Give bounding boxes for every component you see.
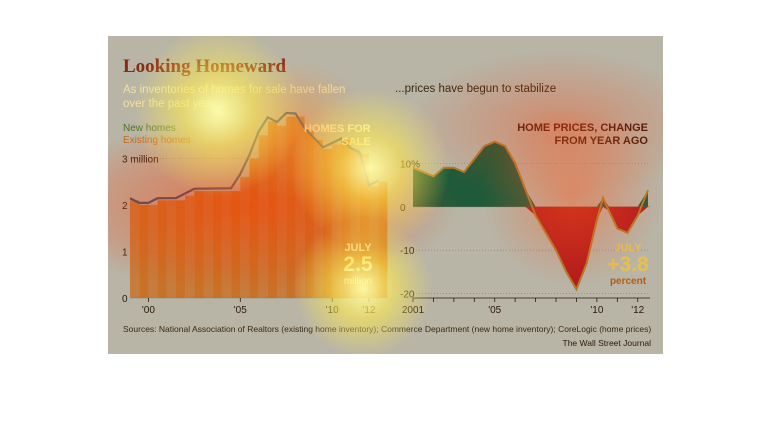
july-price-callout: JULY +3.8 percent (593, 242, 663, 287)
existing-homes-bar (166, 200, 176, 298)
july-right-value: +3.8 (607, 253, 649, 276)
right-y-tick-label: -10 (400, 246, 415, 257)
july-inventory-callout: JULY 2.5 million (328, 242, 388, 287)
existing-homes-bar (267, 121, 278, 298)
credit-line: The Wall Street Journal (562, 338, 652, 348)
existing-homes-bar (148, 204, 158, 298)
existing-homes-bar (212, 191, 222, 298)
homes-label-line-2: SALE (341, 136, 371, 148)
existing-homes-bar (286, 116, 296, 299)
right-x-tick-label: 2001 (402, 305, 425, 316)
existing-homes-bar (231, 191, 241, 298)
existing-homes-bar (175, 200, 186, 298)
homes-for-sale-label: HOMES FOR SALE (304, 123, 371, 149)
existing-homes-bar (185, 195, 195, 298)
existing-homes-bar (249, 158, 259, 298)
left-y-tick-label: 0 (122, 294, 128, 305)
left-x-tick-label: '00 (142, 305, 155, 316)
july-left-value: 2.5 (343, 253, 373, 276)
existing-homes-bar (194, 191, 204, 298)
subtitle-left: As inventories of homes for sale have fa… (123, 84, 346, 110)
existing-homes-bar (139, 204, 149, 298)
existing-homes-bar (304, 130, 314, 298)
existing-homes-bar (277, 125, 287, 298)
price-positive-area (413, 141, 648, 207)
subtitle-right: ...prices have begun to stabilize (395, 83, 557, 95)
existing-homes-bar (240, 177, 250, 298)
july-left-unit: million (343, 276, 373, 287)
existing-homes-bar (203, 191, 213, 298)
right-x-tick-label: '05 (488, 305, 501, 316)
existing-homes-bar (130, 200, 140, 298)
existing-homes-bar (157, 200, 167, 298)
july-right-unit: percent (609, 276, 647, 287)
home-prices-label: HOME PRICES, CHANGE FROM YEAR AGO (498, 122, 648, 148)
left-y-tick-label: 2 (122, 201, 128, 212)
right-x-tick-label: '12 (631, 305, 644, 316)
prices-label-line-1: HOME PRICES, CHANGE (517, 122, 648, 134)
sources-note: Sources: National Association of Realtor… (123, 324, 652, 334)
left-x-tick-label: '12 (362, 305, 375, 316)
legend-new-homes: New homes (123, 123, 176, 134)
chart-title: Looking Homeward (123, 56, 287, 77)
left-x-tick-label: '05 (234, 305, 247, 316)
prices-label-line-2: FROM YEAR AGO (554, 135, 648, 147)
left-y-tick-label: 3 million (122, 154, 159, 165)
right-y-tick-label: 0 (400, 203, 406, 214)
right-x-tick-label: '10 (590, 305, 603, 316)
legend-existing-homes: Existing homes (123, 135, 191, 146)
left-y-tick-label: 1 (122, 247, 128, 258)
left-x-tick-label: '10 (326, 305, 339, 316)
homes-label-line-1: HOMES FOR (304, 123, 371, 135)
existing-homes-bar (221, 191, 232, 298)
existing-homes-bar (313, 139, 324, 298)
existing-homes-bar (258, 135, 268, 298)
